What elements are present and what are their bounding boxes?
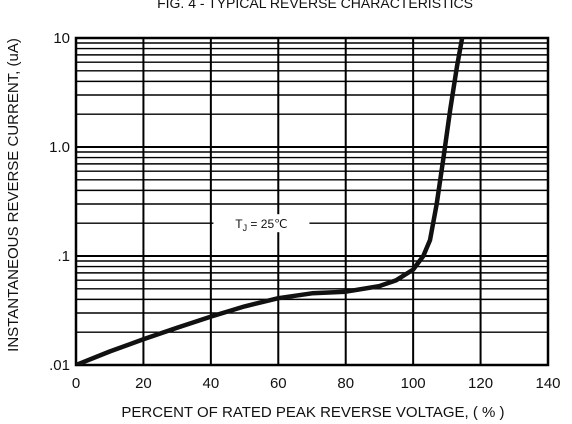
annotation-background <box>213 214 310 233</box>
tick-labels: 0 20 40 60 80 100 120 140 .01 .1 1.0 10 <box>49 30 560 392</box>
annotation-layer: TJ = 25℃ <box>213 214 310 233</box>
annotation-tj-label: TJ = 25℃ <box>235 217 287 233</box>
y-axis-label: INSTANTANEOUS REVERSE CURRENT, (uA) <box>5 38 22 352</box>
y-tick-label: .1 <box>57 248 70 265</box>
x-tick-label: 140 <box>535 375 560 392</box>
x-tick-label: 120 <box>468 375 493 392</box>
y-tick-label: 1.0 <box>49 139 70 156</box>
plot-border <box>74 36 550 367</box>
x-tick-label: 100 <box>401 375 426 392</box>
x-tick-label: 60 <box>270 375 287 392</box>
x-tick-label: 0 <box>72 375 80 392</box>
series-layer <box>76 38 465 365</box>
x-tick-label: 20 <box>135 375 152 392</box>
x-tick-label: 40 <box>203 375 220 392</box>
x-axis-label: PERCENT OF RATED PEAK REVERSE VOLTAGE, (… <box>121 404 504 421</box>
plot-frame <box>74 36 550 367</box>
x-tick-label: 80 <box>337 375 354 392</box>
series-line <box>76 38 465 365</box>
grid <box>75 38 549 366</box>
y-tick-label: 10 <box>53 30 70 47</box>
y-tick-label: .01 <box>49 357 70 374</box>
chart-title: FIG. 4 - TYPICAL REVERSE CHARACTERISTICS <box>157 0 473 11</box>
